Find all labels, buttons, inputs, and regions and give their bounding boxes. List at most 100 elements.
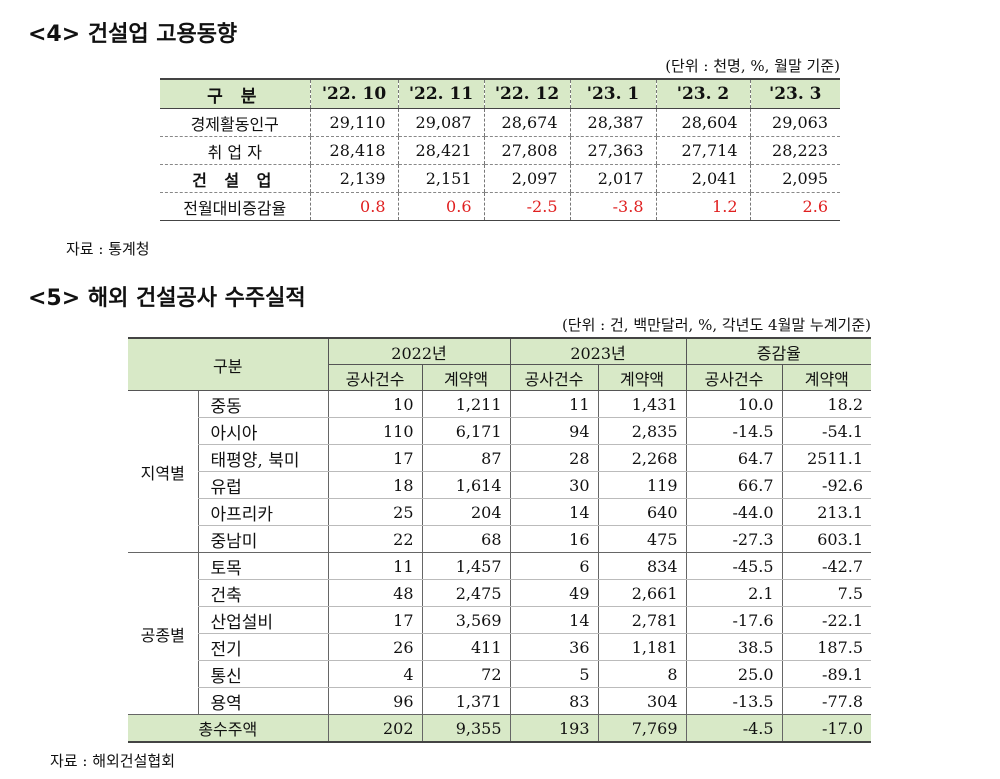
table-cell: 72 [421,660,511,688]
table-cell: 603.1 [781,525,872,553]
column-header: '23. 1 [569,78,656,109]
row-label: 전월대비증감율 [160,192,310,221]
overseas-orders-table: 구분 2022년 2023년 증감율 공사건수 계약액 공사건수 계약액 공사건… [128,337,872,743]
table-cell: 96 [327,687,423,715]
table-cell: -77.8 [781,687,872,715]
table-cell: 28,223 [749,136,840,165]
table-cell: 87 [421,444,511,472]
table-cell: 193 [509,714,599,743]
row-label: 건축 [197,579,329,607]
table-cell: 119 [597,471,687,499]
table-row: 통신 4 72 5 8 25.0 -89.1 [128,660,872,688]
table-cell: 83 [509,687,599,715]
section4-unit: (단위 : 천명, %, 월말 기준) [665,57,840,75]
group-label: 지역별 [128,390,198,553]
table-cell: 22 [327,525,423,553]
table-cell: 2,475 [421,579,511,607]
table-cell: 202 [327,714,423,743]
table-cell: 7.5 [781,579,872,607]
table-cell: 2,139 [309,164,398,193]
table-cell: 14 [509,606,599,634]
section5-source: 자료 : 해외건설협회 [50,752,175,770]
table-cell: 2.1 [685,579,783,607]
table-row: 전월대비증감율 0.8 0.6 -2.5 -3.8 1.2 2.6 [160,192,840,221]
table-row: 건축 48 2,475 49 2,661 2.1 7.5 [128,579,872,607]
table-cell: 11 [509,390,599,418]
section4-title: <4> 건설업 고용동향 [28,22,238,47]
sub-header: 계약액 [781,364,872,391]
sub-header: 공사건수 [327,364,423,391]
table-cell: 1,371 [421,687,511,715]
table-cell: 27,808 [483,136,570,165]
year-group-header: 2023년 [509,337,687,365]
row-label: 토목 [197,552,329,580]
table-cell: 25 [327,498,423,526]
table-row: 산업설비 17 3,569 14 2,781 -17.6 -22.1 [128,606,872,634]
table-cell: 7,769 [597,714,687,743]
table-row: 공종별 토목 11 1,457 6 834 -45.5 -42.7 [128,552,872,715]
table-cell: -22.1 [781,606,872,634]
year-group-header: 증감율 [685,337,872,365]
table-cell: 17 [327,444,423,472]
table-cell: -42.7 [781,552,872,580]
table-cell: 187.5 [781,633,872,661]
table-cell: 8 [597,660,687,688]
table-header-row: 구분 2022년 2023년 증감율 [128,337,872,391]
table-cell: 411 [421,633,511,661]
table-cell: 213.1 [781,498,872,526]
table-row: 취 업 자 28,418 28,421 27,808 27,363 27,714… [160,136,840,165]
row-label: 취 업 자 [160,136,310,165]
table-cell: 10.0 [685,390,783,418]
year-group-header: 2022년 [327,337,511,365]
table-cell: 26 [327,633,423,661]
table-row: 건 설 업 2,139 2,151 2,097 2,017 2,041 2,09… [160,164,840,193]
table-header-row: 구 분 '22. 10 '22. 11 '22. 12 '23. 1 '23. … [160,78,840,109]
table-cell: 18 [327,471,423,499]
table-cell: 1,181 [597,633,687,661]
table-cell: 28,387 [569,108,656,137]
table-cell: -27.3 [685,525,783,553]
table-cell: 25.0 [685,660,783,688]
table-cell: 4 [327,660,423,688]
table-cell: 28,418 [309,136,398,165]
row-label: 경제활동인구 [160,108,310,137]
table-row: 중남미 22 68 16 475 -27.3 603.1 [128,525,872,553]
section4-source: 자료 : 통계청 [66,240,150,258]
table-cell: 1,211 [421,390,511,418]
table-cell: 640 [597,498,687,526]
table-cell: -17.6 [685,606,783,634]
table-cell: 14 [509,498,599,526]
row-label: 중동 [197,390,329,418]
sub-header: 계약액 [597,364,687,391]
table-cell: 29,110 [309,108,398,137]
row-label: 통신 [197,660,329,688]
table-cell: 10 [327,390,423,418]
table-cell: 27,714 [655,136,750,165]
table-cell: -54.1 [781,417,872,445]
table-cell: 2.6 [749,192,840,221]
table-cell: 2,017 [569,164,656,193]
table-cell: -2.5 [483,192,570,221]
table-row: 유럽 18 1,614 30 119 66.7 -92.6 [128,471,872,499]
table-cell: -89.1 [781,660,872,688]
table-cell: 9,355 [421,714,511,743]
sub-header: 계약액 [421,364,511,391]
table-cell: 48 [327,579,423,607]
table-cell: -13.5 [685,687,783,715]
table-subheader-row: 공사건수 계약액 공사건수 계약액 공사건수 계약액 [128,364,872,391]
table-cell: 2,041 [655,164,750,193]
table-cell: 49 [509,579,599,607]
table-cell: 66.7 [685,471,783,499]
table-cell: 28,674 [483,108,570,137]
table-cell: 6 [509,552,599,580]
table-cell: -14.5 [685,417,783,445]
table-row: 아시아 110 6,171 94 2,835 -14.5 -54.1 [128,417,872,445]
employment-table: 구 분 '22. 10 '22. 11 '22. 12 '23. 1 '23. … [160,78,840,221]
header-label: 구 분 [160,78,310,109]
group-label: 공종별 [128,552,198,715]
header-label: 구분 [128,337,329,391]
table-cell: -3.8 [569,192,656,221]
sub-header: 공사건수 [509,364,599,391]
table-cell: -17.0 [781,714,872,743]
table-cell: 110 [327,417,423,445]
